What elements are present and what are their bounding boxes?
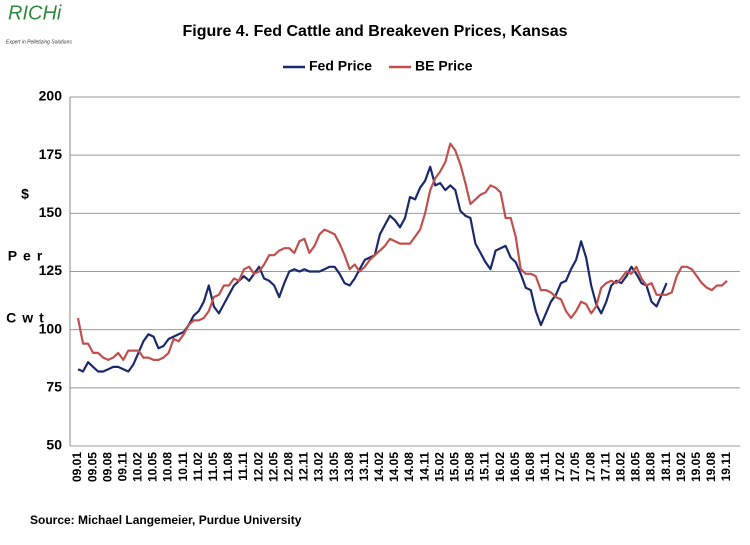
source-note: Source: Michael Langemeier, Purdue Unive… (30, 513, 302, 527)
legend-label: Fed Price (309, 58, 372, 74)
x-tick-label: 17.02 (553, 452, 567, 482)
x-tick-label: 15.08 (463, 452, 477, 482)
x-tick-label: 10.05 (146, 452, 160, 482)
x-tick-label: 16.05 (508, 452, 522, 482)
x-tick-label: 12.05 (266, 452, 280, 482)
x-tick-label: 13.05 (327, 452, 341, 482)
x-tick-label: 19.02 (674, 452, 688, 482)
y-tick-label: 50 (46, 437, 62, 453)
x-tick-label: 16.02 (493, 452, 507, 482)
x-tick-label: 15.02 (432, 452, 446, 482)
series-line (77, 165, 668, 373)
y-tick-label: 150 (39, 204, 63, 220)
logo-tagline: Expert in Pelletizing Solutions (6, 39, 72, 45)
x-tick-label: 19.05 (689, 452, 703, 482)
x-tick-label: 09.01 (70, 452, 84, 482)
x-tick-label: 18.08 (644, 452, 658, 482)
x-tick-label: 15.05 (447, 452, 461, 482)
x-tick-label: 17.05 (568, 452, 582, 482)
legend-label: BE Price (415, 58, 473, 74)
x-tick-label: 16.08 (523, 452, 537, 482)
series-line (76, 142, 728, 361)
y-tick-label: 75 (46, 379, 62, 395)
x-tick-label: 10.11 (176, 452, 190, 482)
x-tick-label: 10.08 (161, 452, 175, 482)
x-tick-label: 13.08 (342, 452, 356, 482)
x-tick-label: 15.11 (478, 452, 492, 482)
x-tick-label: 16.11 (538, 452, 552, 482)
x-tick-label: 14.11 (417, 452, 431, 482)
x-tick-label: 19.08 (704, 452, 718, 482)
x-tick-label: 19.11 (719, 452, 733, 482)
x-tick-label: 14.08 (402, 452, 416, 482)
x-tick-label: 12.02 (251, 452, 265, 482)
x-tick-label: 13.02 (312, 452, 326, 482)
x-tick-label: 09.05 (85, 452, 99, 482)
x-tick-label: 09.11 (115, 452, 129, 482)
x-tick-label: 18.05 (629, 452, 643, 482)
y-tick-label: 125 (39, 262, 63, 278)
logo-name: RICHi (8, 2, 62, 24)
y-tick-label: 175 (39, 146, 63, 162)
y-tick-label: 100 (39, 320, 63, 336)
y-axis-label: Cwt (6, 310, 50, 326)
chart-title: Figure 4. Fed Cattle and Breakeven Price… (182, 23, 567, 40)
x-tick-label: 14.05 (387, 452, 401, 482)
x-tick-label: 17.11 (598, 452, 612, 482)
x-tick-label: 11.11 (236, 452, 250, 481)
x-tick-label: 17.08 (583, 452, 597, 482)
x-tick-label: 12.08 (281, 452, 295, 482)
y-tick-label: 200 (39, 88, 63, 104)
y-axis-label: $ (21, 186, 35, 202)
x-tick-label: 14.02 (372, 452, 386, 482)
x-tick-label: 11.02 (191, 452, 205, 482)
x-tick-label: 11.08 (221, 452, 235, 482)
x-tick-label: 09.08 (100, 452, 114, 482)
x-tick-label: 10.02 (131, 452, 145, 482)
y-axis-label: Per (8, 248, 49, 264)
x-tick-label: 12.11 (297, 452, 311, 482)
x-tick-label: 11.05 (206, 452, 220, 482)
x-tick-label: 18.11 (659, 452, 673, 482)
x-tick-label: 13.11 (357, 452, 371, 482)
x-tick-label: 18.02 (614, 452, 628, 482)
